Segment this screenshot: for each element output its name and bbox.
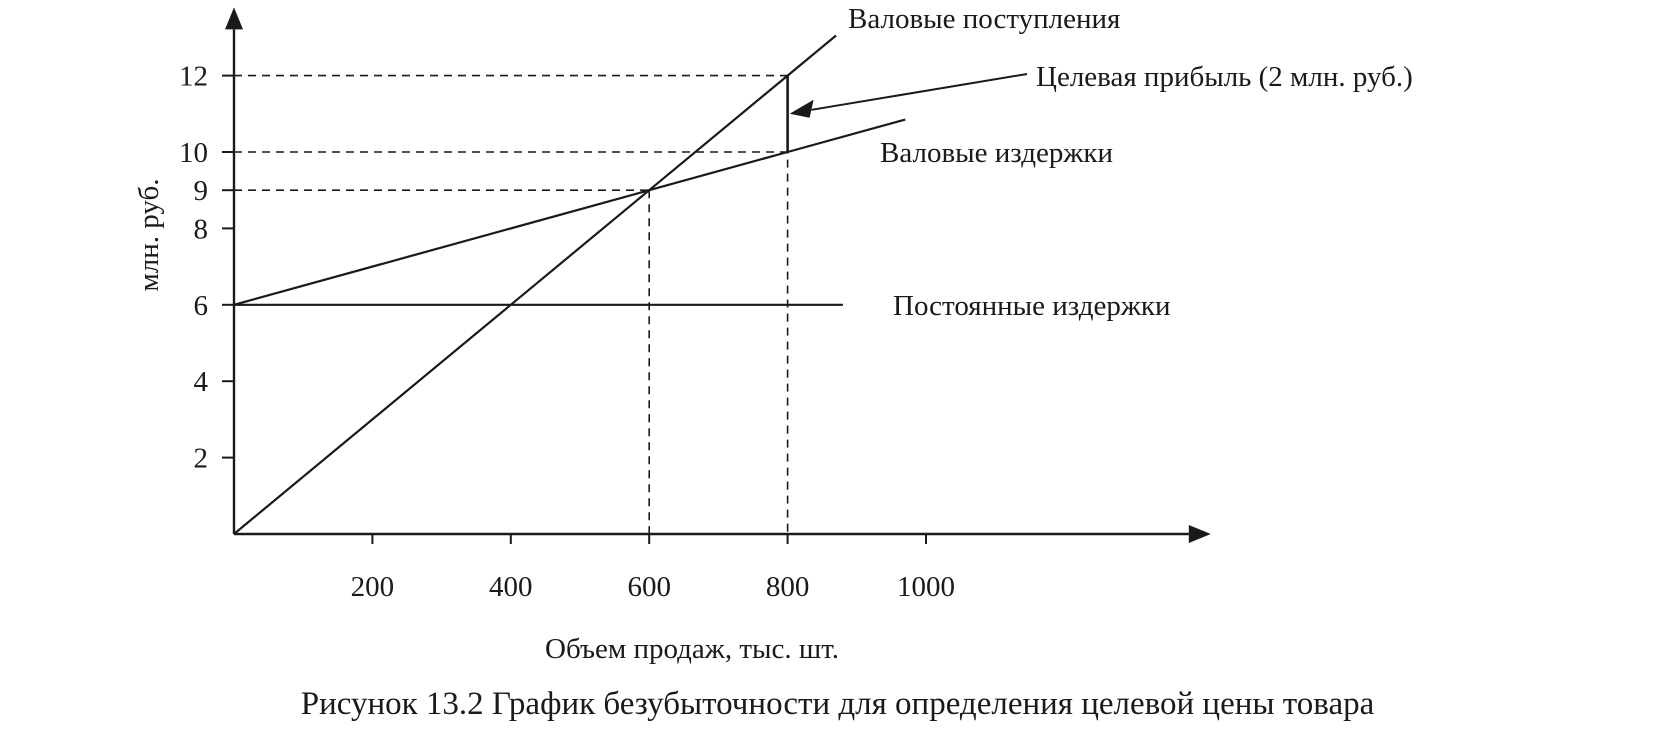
x-axis-arrow bbox=[1188, 525, 1211, 543]
x-tick-label-800: 800 bbox=[766, 571, 810, 603]
gross-revenue-line bbox=[233, 34, 837, 535]
x-tick-label-1000: 1000 bbox=[897, 571, 955, 603]
y-tick-label-9: 9 bbox=[194, 175, 209, 207]
y-tick-label-6: 6 bbox=[194, 290, 209, 322]
annotation-target-profit: Целевая прибыль (2 млн. руб.) bbox=[1036, 61, 1413, 93]
tick-labels: 200 400 600 800 1000 2 4 6 8 9 10 12 bbox=[179, 61, 955, 603]
y-tick-label-4: 4 bbox=[194, 366, 209, 398]
y-tick-label-8: 8 bbox=[194, 213, 209, 245]
x-axis-label: Объем продаж, тыс. шт. bbox=[545, 633, 839, 665]
annotation-pointer-line bbox=[811, 73, 1028, 111]
y-tick-label-2: 2 bbox=[194, 443, 209, 475]
x-tick-label-600: 600 bbox=[627, 571, 671, 603]
y-axis-label: млн. руб. bbox=[133, 178, 165, 291]
figure-caption: Рисунок 13.2 График безубыточности для о… bbox=[300, 686, 1375, 722]
y-tick-label-10: 10 bbox=[179, 137, 208, 169]
series-labels: Валовые поступления Валовые издержки Посто… bbox=[789, 3, 1413, 322]
y-tick-label-12: 12 bbox=[179, 61, 208, 93]
x-tick-label-200: 200 bbox=[351, 571, 395, 603]
axes bbox=[222, 7, 1211, 544]
x-tick-label-400: 400 bbox=[489, 571, 533, 603]
label-fixed-costs: Постоянные издержки bbox=[893, 290, 1170, 322]
series-lines bbox=[233, 34, 906, 535]
label-gross-revenue: Валовые поступления bbox=[848, 3, 1120, 35]
y-axis-arrow bbox=[225, 7, 243, 30]
annotation-arrowhead bbox=[789, 99, 814, 118]
label-gross-costs: Валовые издержки bbox=[880, 137, 1113, 169]
gross-costs-line bbox=[233, 118, 906, 306]
